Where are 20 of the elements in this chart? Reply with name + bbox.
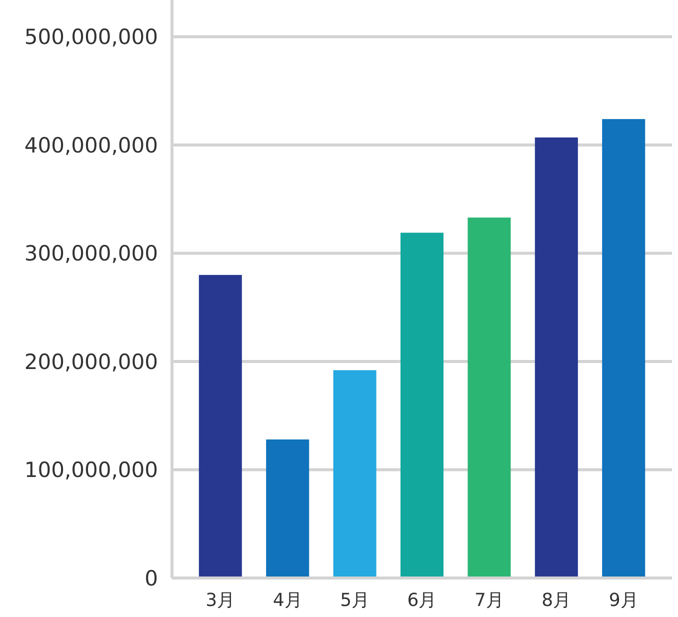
y-tick-label: 0 — [144, 566, 158, 590]
bar — [468, 218, 511, 578]
x-tick-label: 4月 — [272, 590, 302, 611]
bar — [333, 370, 376, 578]
y-tick-label: 500,000,000 — [24, 25, 158, 50]
y-tick-label: 300,000,000 — [24, 242, 158, 266]
y-tick-label: 400,000,000 — [24, 133, 158, 158]
bar — [400, 232, 444, 578]
x-tick-label: 6月 — [407, 590, 437, 611]
bar — [198, 274, 242, 578]
y-tick-label: 200,000,000 — [24, 350, 158, 374]
bar — [266, 439, 310, 578]
x-tick-label: 5月 — [340, 590, 370, 611]
x-tick-label: 7月 — [474, 590, 504, 611]
x-tick-label: 8月 — [542, 590, 572, 611]
x-tick-label: 3月 — [206, 590, 236, 611]
y-tick-label: 100,000,000 — [24, 458, 158, 482]
bar — [534, 137, 578, 578]
bar — [602, 119, 646, 578]
x-tick-label: 9月 — [608, 590, 638, 611]
